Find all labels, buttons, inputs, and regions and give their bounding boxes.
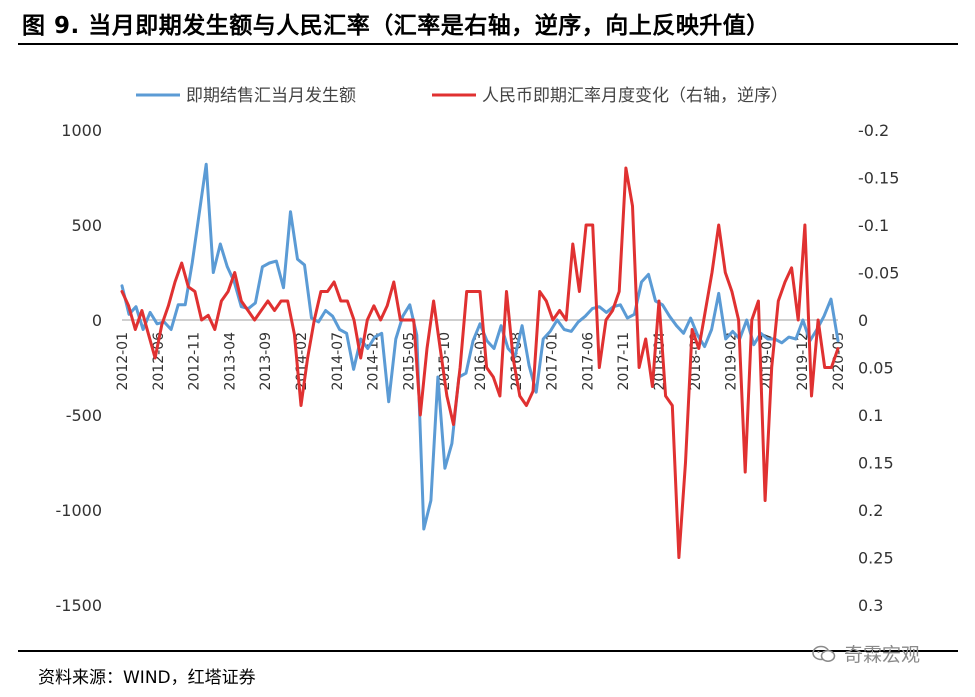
- x-tick-label: 2017-01: [545, 332, 561, 391]
- y-right-tick-label: 0.05: [858, 359, 894, 378]
- y-left-tick-label: 500: [71, 216, 102, 235]
- series-layer: [120, 162, 840, 559]
- y-right-tick-label: 0.2: [858, 501, 883, 520]
- x-tick-label: 2012-06: [151, 332, 167, 391]
- y-right-tick-label: 0.3: [858, 596, 883, 615]
- source-note: 资料来源：WIND，红塔证券: [38, 668, 256, 688]
- x-tick-label: 2017-11: [616, 332, 632, 391]
- x-tick-label: 2014-07: [330, 332, 346, 391]
- y-left-tick-label: 0: [92, 311, 102, 330]
- y-left-axis: 1000 500 0 -500 -1000 -1500: [56, 121, 103, 615]
- watermark-text: 奇霖宏观: [844, 644, 921, 666]
- y-left-tick-label: -1000: [56, 501, 103, 520]
- y-right-tick-label: 0.25: [858, 549, 894, 568]
- legend: 即期结售汇当月发生额 人民币即期汇率月度变化（右轴，逆序）: [136, 86, 788, 106]
- series-line-rmb-change: [120, 166, 840, 559]
- x-tick-label: 2019-12: [795, 332, 811, 391]
- series-line-spot-fx-volume: [120, 162, 840, 531]
- watermark: 奇霖宏观: [812, 640, 920, 667]
- y-right-axis: -0.2 -0.15 -0.1 -0.05 0 0.05 0.1 0.15 0.2 0.25 0.3: [858, 121, 899, 615]
- x-tick-label: 2015-05: [401, 332, 417, 391]
- y-right-tick-label: -0.15: [858, 169, 899, 188]
- figure-title: 图 9. 当月即期发生额与人民汇率（汇率是右轴，逆序，向上反映升值）: [22, 13, 770, 39]
- x-tick-label: 2017-06: [580, 332, 596, 391]
- y-left-tick-label: -500: [66, 406, 102, 425]
- wechat-icon: [812, 645, 836, 662]
- x-axis: 2012-01 2012-06 2012-11 2013-04 2013-09 2014-…: [115, 332, 847, 391]
- x-tick-label: 2020-05: [831, 332, 847, 391]
- x-tick-label: 2019-02: [724, 332, 740, 391]
- y-right-tick-label: -0.1: [858, 216, 889, 235]
- y-right-tick-label: 0.1: [858, 406, 883, 425]
- y-left-tick-label: 1000: [61, 121, 102, 140]
- y-right-tick-label: 0.15: [858, 454, 894, 473]
- legend-label-rmb-change: 人民币即期汇率月度变化（右轴，逆序）: [482, 86, 788, 106]
- x-tick-label: 2012-01: [115, 332, 131, 391]
- y-right-tick-label: 0: [858, 311, 868, 330]
- x-tick-label: 2013-09: [258, 332, 274, 391]
- y-right-tick-label: -0.05: [858, 264, 899, 283]
- x-tick-label: 2012-11: [187, 332, 203, 391]
- chart: 即期结售汇当月发生额 人民币即期汇率月度变化（右轴，逆序） 1000 500 0 -5…: [56, 86, 900, 615]
- x-tick-label: 2013-04: [222, 332, 238, 391]
- footer-divider: [18, 650, 958, 652]
- y-right-tick-label: -0.2: [858, 121, 889, 140]
- legend-label-spot-fx-volume: 即期结售汇当月发生额: [186, 86, 356, 106]
- title-divider: [18, 43, 958, 45]
- y-left-tick-label: -1500: [56, 596, 103, 615]
